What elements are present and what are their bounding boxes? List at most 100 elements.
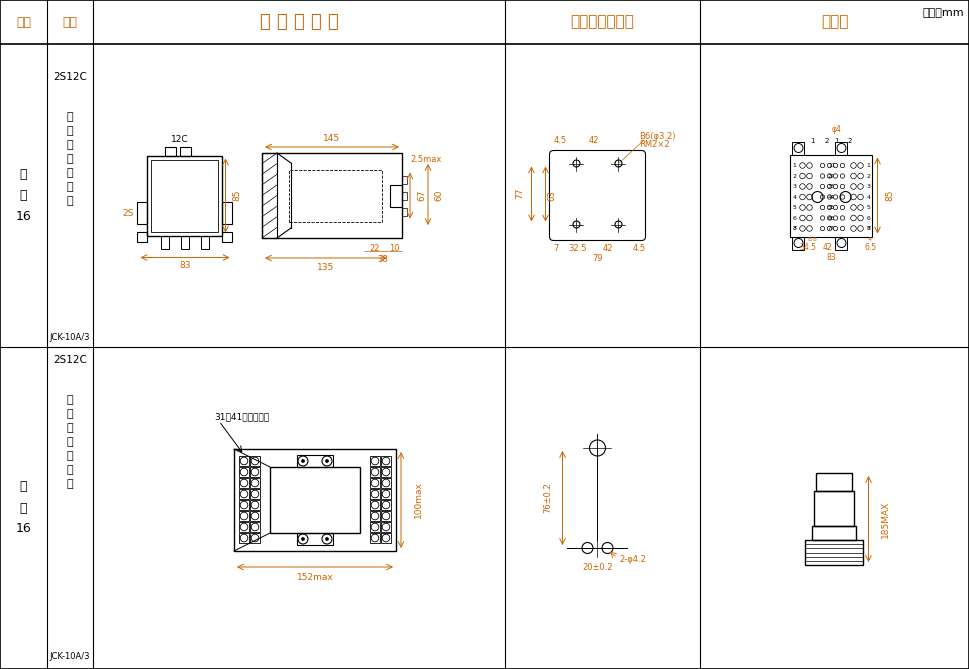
- Bar: [234, 449, 395, 551]
- Bar: [792, 142, 803, 155]
- Text: B6(φ3.2): B6(φ3.2): [639, 132, 675, 141]
- Text: 1: 1: [809, 138, 814, 143]
- Text: 34.5: 34.5: [798, 243, 815, 252]
- Bar: [369, 511, 380, 521]
- Text: 42: 42: [602, 244, 612, 253]
- Bar: [238, 500, 249, 510]
- Bar: [250, 478, 260, 488]
- Bar: [165, 147, 175, 155]
- Text: 32.5: 32.5: [568, 244, 586, 253]
- Circle shape: [301, 537, 304, 541]
- Circle shape: [301, 460, 304, 462]
- Bar: [138, 231, 147, 242]
- Text: JCK-10A/3: JCK-10A/3: [49, 333, 90, 342]
- Text: 6: 6: [792, 215, 796, 221]
- Text: 5: 5: [865, 205, 869, 210]
- Text: 38: 38: [377, 255, 388, 264]
- Bar: [381, 500, 391, 510]
- Text: 3: 3: [792, 184, 796, 189]
- Circle shape: [326, 537, 328, 541]
- Bar: [790, 155, 871, 237]
- Bar: [250, 533, 260, 543]
- Bar: [369, 478, 380, 488]
- Text: φ4: φ4: [830, 125, 840, 134]
- Text: 2: 2: [865, 173, 869, 179]
- Text: 附
图
16: 附 图 16: [16, 168, 31, 223]
- Text: 4: 4: [792, 195, 796, 199]
- Text: 外 形 尺 寸 图: 外 形 尺 寸 图: [260, 13, 338, 31]
- Bar: [181, 235, 189, 248]
- Bar: [401, 191, 407, 199]
- Text: 端子图: 端子图: [820, 15, 847, 29]
- Bar: [812, 526, 856, 540]
- Bar: [161, 235, 169, 248]
- Text: 20±0.2: 20±0.2: [581, 563, 612, 573]
- Bar: [814, 491, 854, 526]
- Text: 附
图
16: 附 图 16: [16, 480, 31, 535]
- Bar: [238, 533, 249, 543]
- Text: 2S: 2S: [122, 209, 134, 218]
- Text: 22: 22: [369, 244, 380, 253]
- Bar: [369, 500, 380, 510]
- Text: 85: 85: [884, 190, 893, 201]
- Bar: [151, 159, 218, 231]
- Text: 135: 135: [317, 262, 334, 272]
- Bar: [792, 237, 803, 250]
- Text: 76±0.2: 76±0.2: [543, 482, 551, 513]
- Bar: [238, 467, 249, 477]
- Text: 8: 8: [792, 226, 796, 231]
- Text: 5: 5: [792, 205, 796, 210]
- Bar: [369, 467, 380, 477]
- Bar: [238, 522, 249, 532]
- Text: 42: 42: [822, 243, 831, 252]
- Text: 2-φ4.2: 2-φ4.2: [619, 555, 645, 565]
- Bar: [804, 540, 862, 565]
- Text: 8.8: 8.8: [807, 237, 817, 242]
- Text: 1: 1: [865, 163, 869, 168]
- Bar: [297, 455, 332, 467]
- Bar: [250, 489, 260, 499]
- Bar: [369, 522, 380, 532]
- Text: 4.5: 4.5: [553, 136, 567, 145]
- Bar: [390, 185, 401, 207]
- Bar: [250, 511, 260, 521]
- Bar: [147, 155, 222, 235]
- Text: 1: 1: [833, 138, 838, 143]
- Text: 凸
出
式
板
后
接
线: 凸 出 式 板 后 接 线: [67, 112, 74, 206]
- Text: 63: 63: [547, 190, 555, 201]
- Text: 7: 7: [552, 244, 557, 253]
- Bar: [381, 478, 391, 488]
- Text: 7: 7: [865, 226, 869, 231]
- Text: 85: 85: [232, 190, 240, 201]
- Text: 8: 8: [865, 226, 869, 231]
- Text: JCK-10A/3: JCK-10A/3: [49, 652, 90, 661]
- Bar: [289, 169, 382, 221]
- Bar: [262, 153, 277, 238]
- Bar: [369, 456, 380, 466]
- Text: 33: 33: [828, 184, 834, 189]
- Text: 凸
出
式
板
前
接
线: 凸 出 式 板 前 接 线: [67, 395, 74, 489]
- Text: 2.5max: 2.5max: [410, 155, 441, 164]
- Text: RM2×2: RM2×2: [639, 140, 670, 149]
- Bar: [238, 456, 249, 466]
- Text: 4: 4: [866, 237, 870, 242]
- Bar: [297, 533, 332, 545]
- Text: 77: 77: [515, 188, 523, 199]
- Text: 185MAX: 185MAX: [880, 500, 890, 538]
- Bar: [238, 511, 249, 521]
- Bar: [381, 467, 391, 477]
- Bar: [222, 231, 233, 242]
- Text: 6.5: 6.5: [863, 243, 876, 252]
- Text: 67: 67: [417, 190, 426, 201]
- Text: 6: 6: [865, 215, 869, 221]
- Text: 1: 1: [792, 163, 796, 168]
- Bar: [834, 142, 847, 155]
- Bar: [381, 456, 391, 466]
- Bar: [222, 201, 233, 223]
- Text: 66: 66: [828, 215, 834, 221]
- Text: 单位：mm: 单位：mm: [922, 8, 963, 18]
- Circle shape: [326, 460, 328, 462]
- Bar: [381, 533, 391, 543]
- Text: 42: 42: [587, 136, 598, 145]
- Bar: [180, 147, 191, 155]
